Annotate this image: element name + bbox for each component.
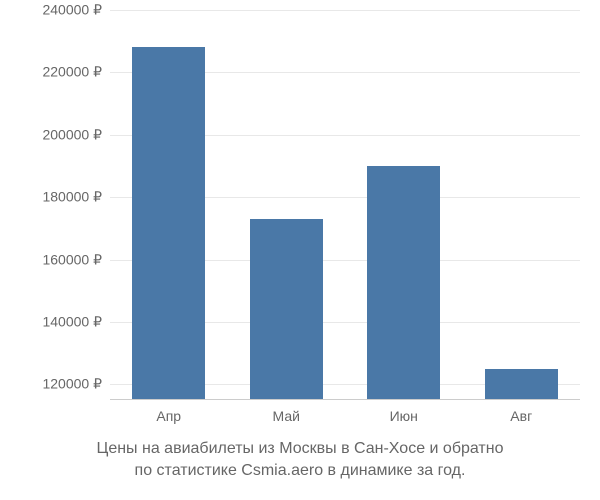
- y-tick-label: 120000 ₽: [42, 376, 102, 393]
- x-axis-line: [110, 399, 580, 400]
- y-tick-label: 140000 ₽: [42, 314, 102, 331]
- bar: [250, 219, 323, 400]
- y-tick-label: 240000 ₽: [42, 2, 102, 19]
- y-tick-label: 160000 ₽: [42, 251, 102, 268]
- caption-line-2: по статистике Csmia.aero в динамике за г…: [0, 460, 600, 482]
- grid-line: [110, 10, 580, 11]
- y-tick-label: 200000 ₽: [42, 126, 102, 143]
- bar: [485, 369, 558, 400]
- x-tick-label: Июн: [390, 408, 418, 424]
- plot-area: 120000 ₽140000 ₽160000 ₽180000 ₽200000 ₽…: [110, 10, 580, 400]
- x-tick-label: Авг: [510, 408, 532, 424]
- caption-line-1: Цены на авиабилеты из Москвы в Сан-Хосе …: [0, 438, 600, 460]
- price-bar-chart: 120000 ₽ 140000 ₽ 160000 ₽ 180000 ₽ 200000 ₽…: [0, 0, 600, 500]
- x-tick-label: Апр: [156, 408, 181, 424]
- chart-caption: Цены на авиабилеты из Москвы в Сан-Хосе …: [0, 438, 600, 481]
- y-tick-label: 180000 ₽: [42, 189, 102, 206]
- x-tick-label: Май: [273, 408, 300, 424]
- bar: [132, 47, 205, 400]
- bar: [367, 166, 440, 400]
- y-tick-label: 220000 ₽: [42, 64, 102, 81]
